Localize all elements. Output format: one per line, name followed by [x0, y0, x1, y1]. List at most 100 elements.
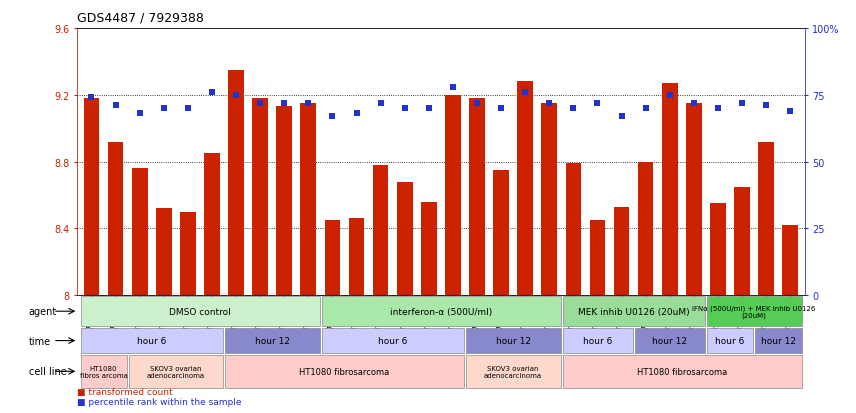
Text: time: time	[29, 336, 51, 346]
Bar	[517, 82, 533, 295]
Point	[735, 100, 749, 107]
Bar	[562, 297, 705, 327]
Bar	[566, 164, 581, 295]
Bar	[80, 297, 319, 327]
Text: MEK inhib U0126 (20uM): MEK inhib U0126 (20uM)	[578, 307, 689, 316]
Bar	[80, 355, 127, 388]
Bar	[562, 328, 633, 353]
Bar	[84, 99, 99, 295]
Text: DMSO control: DMSO control	[169, 307, 231, 316]
Point	[615, 114, 628, 120]
Text: hour 6: hour 6	[716, 336, 745, 345]
Point	[519, 90, 532, 96]
Text: SKOV3 ovarian
adenocarcinoma: SKOV3 ovarian adenocarcinoma	[484, 365, 542, 378]
Text: SKOV3 ovarian
adenocarcinoma: SKOV3 ovarian adenocarcinoma	[146, 365, 205, 378]
Point	[374, 100, 388, 107]
Point	[446, 84, 460, 91]
Bar	[229, 71, 244, 295]
Text: hour 12: hour 12	[255, 336, 289, 345]
Point	[494, 106, 508, 112]
Point	[567, 106, 580, 112]
Bar	[324, 221, 340, 295]
Point	[253, 100, 267, 107]
Point	[229, 92, 243, 99]
Bar	[397, 182, 413, 295]
Bar	[204, 154, 220, 295]
Bar	[493, 171, 509, 295]
Bar	[348, 219, 365, 295]
Point	[711, 106, 725, 112]
Bar	[707, 328, 753, 353]
Point	[181, 106, 194, 112]
Text: ■ transformed count: ■ transformed count	[77, 387, 173, 396]
Text: hour 6: hour 6	[137, 336, 166, 345]
Bar	[467, 355, 561, 388]
Bar	[638, 162, 653, 295]
Point	[133, 111, 146, 118]
Bar	[710, 204, 726, 295]
Point	[470, 100, 484, 107]
Bar	[467, 328, 561, 353]
Bar	[758, 142, 774, 295]
Text: hour 6: hour 6	[378, 336, 407, 345]
Bar	[542, 104, 557, 295]
Bar	[80, 328, 223, 353]
Point	[205, 90, 219, 96]
Point	[277, 100, 291, 107]
Bar	[635, 328, 705, 353]
Bar	[129, 355, 223, 388]
Bar	[372, 166, 389, 295]
Text: HT1080 fibrosarcoma: HT1080 fibrosarcoma	[637, 367, 727, 376]
Point	[543, 100, 556, 107]
Text: hour 12: hour 12	[652, 336, 687, 345]
Point	[591, 100, 604, 107]
Bar	[108, 142, 123, 295]
Bar	[132, 169, 147, 295]
Bar	[421, 202, 437, 295]
Bar	[300, 104, 316, 295]
Bar	[562, 355, 801, 388]
Text: ■ percentile rank within the sample: ■ percentile rank within the sample	[77, 397, 241, 406]
Point	[349, 111, 363, 118]
Point	[759, 103, 773, 109]
Bar	[755, 328, 801, 353]
Point	[398, 106, 412, 112]
Point	[109, 103, 122, 109]
Bar	[322, 328, 464, 353]
Text: interferon-α (500U/ml): interferon-α (500U/ml)	[389, 307, 492, 316]
Bar	[614, 207, 629, 295]
Text: GDS4487 / 7929388: GDS4487 / 7929388	[77, 12, 204, 25]
Point	[157, 106, 170, 112]
Point	[325, 114, 339, 120]
Bar	[590, 221, 605, 295]
Point	[639, 106, 652, 112]
Text: hour 6: hour 6	[583, 336, 612, 345]
Text: hour 12: hour 12	[761, 336, 795, 345]
Bar	[156, 209, 171, 295]
Point	[783, 108, 797, 115]
Bar	[707, 297, 801, 327]
Bar	[662, 84, 678, 295]
Point	[301, 100, 315, 107]
Point	[663, 92, 676, 99]
Bar	[782, 225, 798, 295]
Bar	[686, 104, 702, 295]
Bar	[445, 95, 461, 295]
Bar	[734, 187, 750, 295]
Bar	[180, 212, 196, 295]
Text: HT1080 fibrosarcoma: HT1080 fibrosarcoma	[300, 367, 389, 376]
Bar	[322, 297, 561, 327]
Text: hour 12: hour 12	[496, 336, 531, 345]
Point	[687, 100, 701, 107]
Bar	[225, 328, 319, 353]
Text: agent: agent	[29, 306, 57, 316]
Bar	[469, 99, 484, 295]
Text: cell line: cell line	[29, 366, 67, 376]
Bar	[225, 355, 464, 388]
Bar	[253, 99, 268, 295]
Bar	[276, 107, 292, 295]
Text: IFNα (500U/ml) + MEK inhib U0126
(20uM): IFNα (500U/ml) + MEK inhib U0126 (20uM)	[693, 304, 816, 318]
Point	[422, 106, 436, 112]
Point	[85, 95, 98, 102]
Text: HT1080
fibros arcoma: HT1080 fibros arcoma	[80, 365, 128, 378]
